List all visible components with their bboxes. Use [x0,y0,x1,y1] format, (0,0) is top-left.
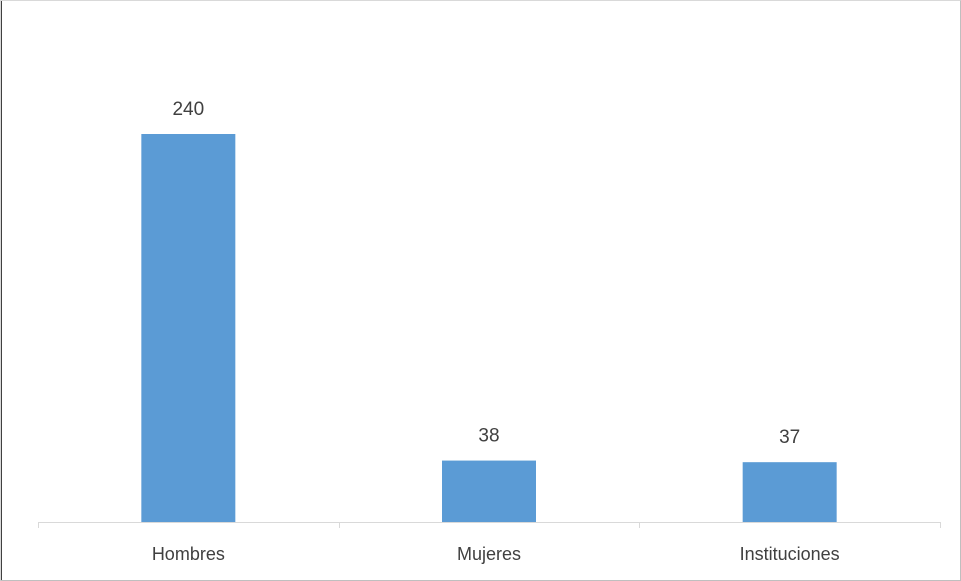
data-labels-layer: 240 38 37 [172,99,800,448]
data-label-instituciones: 37 [779,427,800,448]
x-axis: Hombres Mujeres Instituciones [38,522,941,564]
x-tick-label-hombres: Hombres [152,544,225,564]
x-tick-label-mujeres: Mujeres [457,544,521,564]
data-label-mujeres: 38 [478,426,499,447]
bar-instituciones [742,462,837,522]
bar-hombres [141,134,236,522]
bar-mujeres [442,460,536,522]
data-label-hombres: 240 [172,99,204,120]
bars-layer [141,134,837,522]
x-tick-label-instituciones: Instituciones [740,544,840,564]
